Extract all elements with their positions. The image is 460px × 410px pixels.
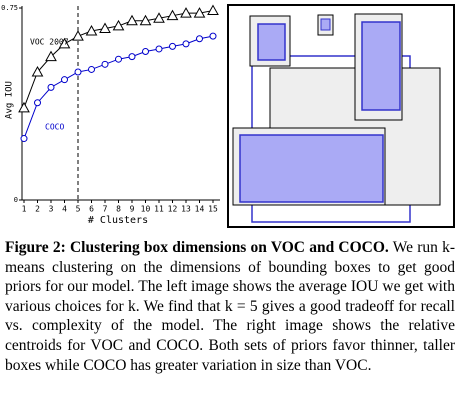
point (47, 83, 55, 91)
point (182, 40, 190, 48)
point (34, 99, 41, 107)
caption-label: Figure 2: (5, 239, 66, 256)
coco-box (361, 21, 401, 111)
x-tick-label: 4 (62, 205, 67, 214)
point (128, 53, 136, 61)
x-tick-label: 11 (154, 205, 164, 214)
point (58, 37, 71, 49)
point (142, 48, 149, 56)
point (209, 32, 217, 40)
series-label: VOC 2007 (30, 38, 69, 47)
point (85, 25, 98, 36)
coco-box (239, 134, 384, 203)
x-tick-label: 7 (103, 205, 108, 214)
x-tick-label: 9 (130, 205, 135, 214)
x-tick-label: 8 (116, 205, 121, 214)
point (169, 42, 176, 50)
point (126, 14, 138, 26)
x-tick-label: 2 (35, 205, 40, 214)
point (20, 135, 28, 143)
x-tick-label: 6 (89, 205, 94, 214)
y-tick-label: 0 (14, 196, 18, 204)
figure: Avg IOU # Clusters 00.751 2 3 4 5 6 7 8 9 10 11 12 1… (1, 4, 455, 228)
caption-text: We run k-means clustering on the dimensi… (5, 239, 455, 374)
point (88, 65, 95, 73)
x-tick-label: 10 (141, 205, 151, 214)
coco-box (320, 18, 331, 31)
x-tick-label: 15 (208, 205, 218, 214)
point (196, 35, 203, 43)
x-tick-label: 5 (76, 205, 81, 214)
point (139, 14, 152, 26)
point (74, 68, 82, 76)
point (155, 45, 163, 53)
caption: Figure 2: Clustering box dimensions on V… (5, 238, 455, 375)
point (166, 9, 179, 21)
point (99, 22, 111, 33)
x-tick-label: 12 (168, 205, 178, 214)
point (31, 65, 44, 77)
x-tick-label: 3 (49, 205, 54, 214)
x-tick-label: 14 (195, 205, 205, 214)
y-tick-label: 0.75 (1, 4, 18, 12)
point (115, 55, 122, 63)
caption-title: Clustering box dimensions on VOC and COC… (69, 239, 389, 256)
point (112, 19, 125, 31)
point (193, 7, 206, 18)
point (101, 60, 109, 68)
x-axis-label: # Clusters (88, 215, 148, 226)
y-axis-label: Avg IOU (5, 81, 15, 119)
x-tick-label: 1 (22, 205, 27, 214)
point (180, 7, 192, 18)
coco-box (257, 23, 286, 61)
point (72, 30, 84, 41)
point (153, 12, 165, 23)
point (207, 4, 219, 16)
point (45, 50, 57, 62)
x-tick-label: 13 (181, 205, 191, 214)
series-label: COCO (45, 123, 64, 132)
point (18, 101, 30, 113)
point (61, 76, 68, 84)
